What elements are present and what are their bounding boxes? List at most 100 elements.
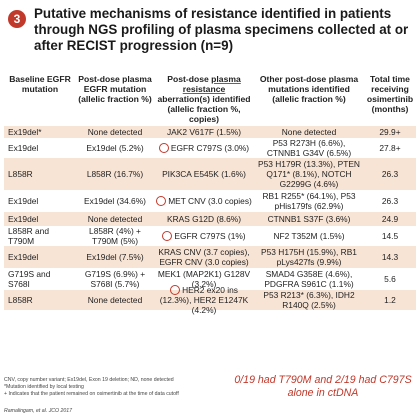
cell-other-mutations: None detected [254, 127, 364, 137]
cell-other-mutations-text: NF2 T352M (1.5%) [273, 231, 345, 241]
cell-post-dose-egfr-text: G719S (6.9%) + S768I (5.7%) [84, 269, 146, 289]
table-body: Ex19del* None detected JAK2 V617F (1.5%) No… [4, 126, 416, 315]
table-row: Ex19del Ex19del (34.6%) MET CNV (3.0 copie… [4, 190, 416, 212]
header-post-dose-egfr: Post-dose plasma EGFR mutation (allelic … [78, 74, 152, 104]
cell-resistance: MET CNV (3.0 copies) [154, 196, 254, 207]
cell-resistance-text: MET CNV (3.0 copies) [168, 195, 252, 206]
footnote-data-cutoff: + Indicates that the patient remained on… [4, 391, 179, 397]
cell-baseline-text: Ex19del [8, 143, 39, 153]
highlight-circle-icon [158, 143, 169, 154]
cell-post-dose-egfr: Ex19del (5.2%) [76, 143, 154, 153]
cell-post-dose-egfr: L858R (4%) + T790M (5%) [76, 226, 154, 246]
cell-total-time-text: 29.9+ [379, 127, 401, 137]
table-row: L858R L858R (16.7%) PIK3CA E545K (1.6%) P53… [4, 158, 416, 190]
cell-resistance: PIK3CA E545K (1.6%) [154, 169, 254, 179]
cell-resistance: KRAS CNV (3.7 copies), EGFR CNV (3.0 cop… [154, 247, 254, 267]
cell-baseline-text: L858R and T790M [8, 226, 49, 246]
cell-baseline: Ex19del [4, 252, 76, 262]
header-resistance-link: plasma resistance [182, 74, 241, 94]
cell-total-time-text: 5.6 [384, 274, 396, 284]
cell-resistance-text: EGFR C797S (3.0%) [170, 142, 250, 153]
header-other-mutations: Other post-dose plasma mutations identif… [259, 74, 359, 104]
cell-total-time-text: 1.2 [384, 295, 396, 305]
cell-other-mutations-text: None detected [281, 127, 337, 137]
cell-post-dose-egfr-text: Ex19del (34.6%) [84, 196, 146, 206]
cell-total-time: 26.3 [364, 196, 416, 206]
highlight-circle-icon [170, 285, 181, 296]
cell-other-mutations-text: P53 R273H (6.6%), CTNNB1 G34V (6.5%) [266, 138, 352, 158]
highlight-circle-icon [156, 196, 167, 207]
cell-resistance-text: JAK2 V617F (1.5%) [166, 127, 241, 137]
cell-baseline: L858R [4, 295, 76, 305]
cell-resistance: MEK1 (MAP2K1) G128V (3.2%) [154, 269, 254, 289]
cell-post-dose-egfr-text: None detected [87, 295, 143, 305]
header-total-time: Total time receiving osimertinib (months… [366, 74, 414, 114]
cell-post-dose-egfr: L858R (16.7%) [76, 169, 154, 179]
cell-post-dose-egfr: None detected [76, 127, 154, 137]
cell-other-mutations: P53 H179R (13.3%), PTEN Q171* (8.1%), NO… [254, 159, 364, 189]
cell-post-dose-egfr: None detected [76, 295, 154, 305]
cell-resistance: EGFR C797S (3.0%) [154, 143, 254, 154]
cell-total-time: 27.8+ [364, 143, 416, 153]
header-resistance-pre: Post-dose [167, 74, 212, 84]
cell-baseline: L858R [4, 169, 76, 179]
cell-other-mutations-text: P53 H179R (13.3%), PTEN Q171* (8.1%), NO… [258, 159, 360, 189]
cell-total-time-text: 14.3 [381, 252, 399, 262]
footnote-local-testing: *Mutation identified by local testing [4, 384, 84, 390]
cell-post-dose-egfr-text: Ex19del (5.2%) [86, 143, 144, 153]
cell-resistance: KRAS G12D (8.6%) [154, 214, 254, 224]
cell-baseline: Ex19del* [4, 127, 76, 137]
cell-total-time: 14.3 [364, 252, 416, 262]
cell-post-dose-egfr: Ex19del (7.5%) [76, 252, 154, 262]
header-resistance-post: aberration(s) identified (allelic fracti… [157, 94, 251, 124]
citation: Ramalingam, et al. JCO 2017 [4, 408, 73, 414]
cell-resistance: HER2 ex20 ins (12.3%), HER2 E1247K (4.2%… [154, 285, 254, 316]
cell-resistance-text: MEK1 (MAP2K1) G128V (3.2%) [157, 269, 251, 289]
cell-other-mutations-text: P53 R213* (6.3%), IDH2 R140Q (2.5%) [263, 290, 355, 310]
table-row: Ex19del Ex19del (7.5%) KRAS CNV (3.7 copie… [4, 246, 416, 268]
cell-baseline-text: Ex19del [8, 196, 39, 206]
cell-post-dose-egfr: Ex19del (34.6%) [76, 196, 154, 206]
cell-resistance-text: HER2 ex20 ins (12.3%), HER2 E1247K (4.2%… [159, 284, 249, 316]
cell-other-mutations: RB1 R255* (64.1%), P53 pHis179fs (62.9%) [254, 191, 364, 211]
cell-baseline-text: Ex19del [8, 214, 39, 224]
cell-other-mutations-text: CTNNB1 S37F (3.6%) [267, 214, 351, 224]
callout-line-2: alone in ctDNA [287, 387, 359, 399]
cell-post-dose-egfr-text: L858R (4%) + T790M (5%) [89, 226, 141, 246]
cell-other-mutations-text: RB1 R255* (64.1%), P53 pHis179fs (62.9%) [262, 191, 356, 211]
cell-total-time: 29.9+ [364, 127, 416, 137]
table-header: Baseline EGFR mutation Post-dose plasma … [4, 74, 416, 124]
cell-resistance-text: PIK3CA E545K (1.6%) [162, 169, 246, 179]
table-row: Ex19del None detected KRAS G12D (8.6%) CTNN… [4, 212, 416, 226]
header-resistance: Post-dose plasma resistance aberration(s… [154, 74, 254, 124]
cell-other-mutations: P53 H175H (15.9%), RB1 pLys427fs (9.9%) [254, 247, 364, 267]
cell-resistance-text: KRAS G12D (8.6%) [166, 214, 241, 224]
cell-total-time: 26.3 [364, 169, 416, 179]
cell-other-mutations-text: P53 H175H (15.9%), RB1 pLys427fs (9.9%) [261, 247, 357, 267]
cell-baseline: L858R and T790M [4, 226, 76, 246]
table-row: L858R and T790M L858R (4%) + T790M (5%) EG… [4, 226, 416, 246]
cell-baseline-text: G719S and S768I [8, 269, 51, 289]
footnotes: CNV, copy number variant; Ex19del, Exon … [4, 377, 224, 398]
cell-total-time: 24.9 [364, 214, 416, 224]
cell-total-time-text: 26.3 [381, 196, 399, 206]
cell-baseline: Ex19del [4, 214, 76, 224]
cell-post-dose-egfr-text: L858R (16.7%) [86, 169, 144, 179]
cell-baseline-text: L858R [8, 169, 33, 179]
callout-line-1: 0/19 had T790M and 2/19 had C797S [234, 374, 412, 386]
cell-total-time: 14.5 [364, 231, 416, 241]
cell-post-dose-egfr-text: None detected [87, 127, 143, 137]
cell-post-dose-egfr-text: Ex19del (7.5%) [86, 252, 144, 262]
cell-baseline-text: L858R [8, 295, 33, 305]
cell-resistance-text: KRAS CNV (3.7 copies), EGFR CNV (3.0 cop… [158, 247, 250, 267]
callout-text: 0/19 had T790M and 2/19 had C797S alone … [232, 374, 414, 400]
cell-total-time-text: 27.8+ [379, 143, 401, 153]
cell-total-time: 5.6 [364, 274, 416, 284]
cell-resistance: EGFR C797S (1%) [154, 231, 254, 242]
cell-post-dose-egfr-text: None detected [87, 214, 143, 224]
cell-other-mutations: P53 R273H (6.6%), CTNNB1 G34V (6.5%) [254, 138, 364, 158]
cell-resistance-text: EGFR C797S (1%) [174, 230, 246, 241]
slide-title: Putative mechanisms of resistance identi… [34, 6, 409, 53]
cell-other-mutations: CTNNB1 S37F (3.6%) [254, 214, 364, 224]
